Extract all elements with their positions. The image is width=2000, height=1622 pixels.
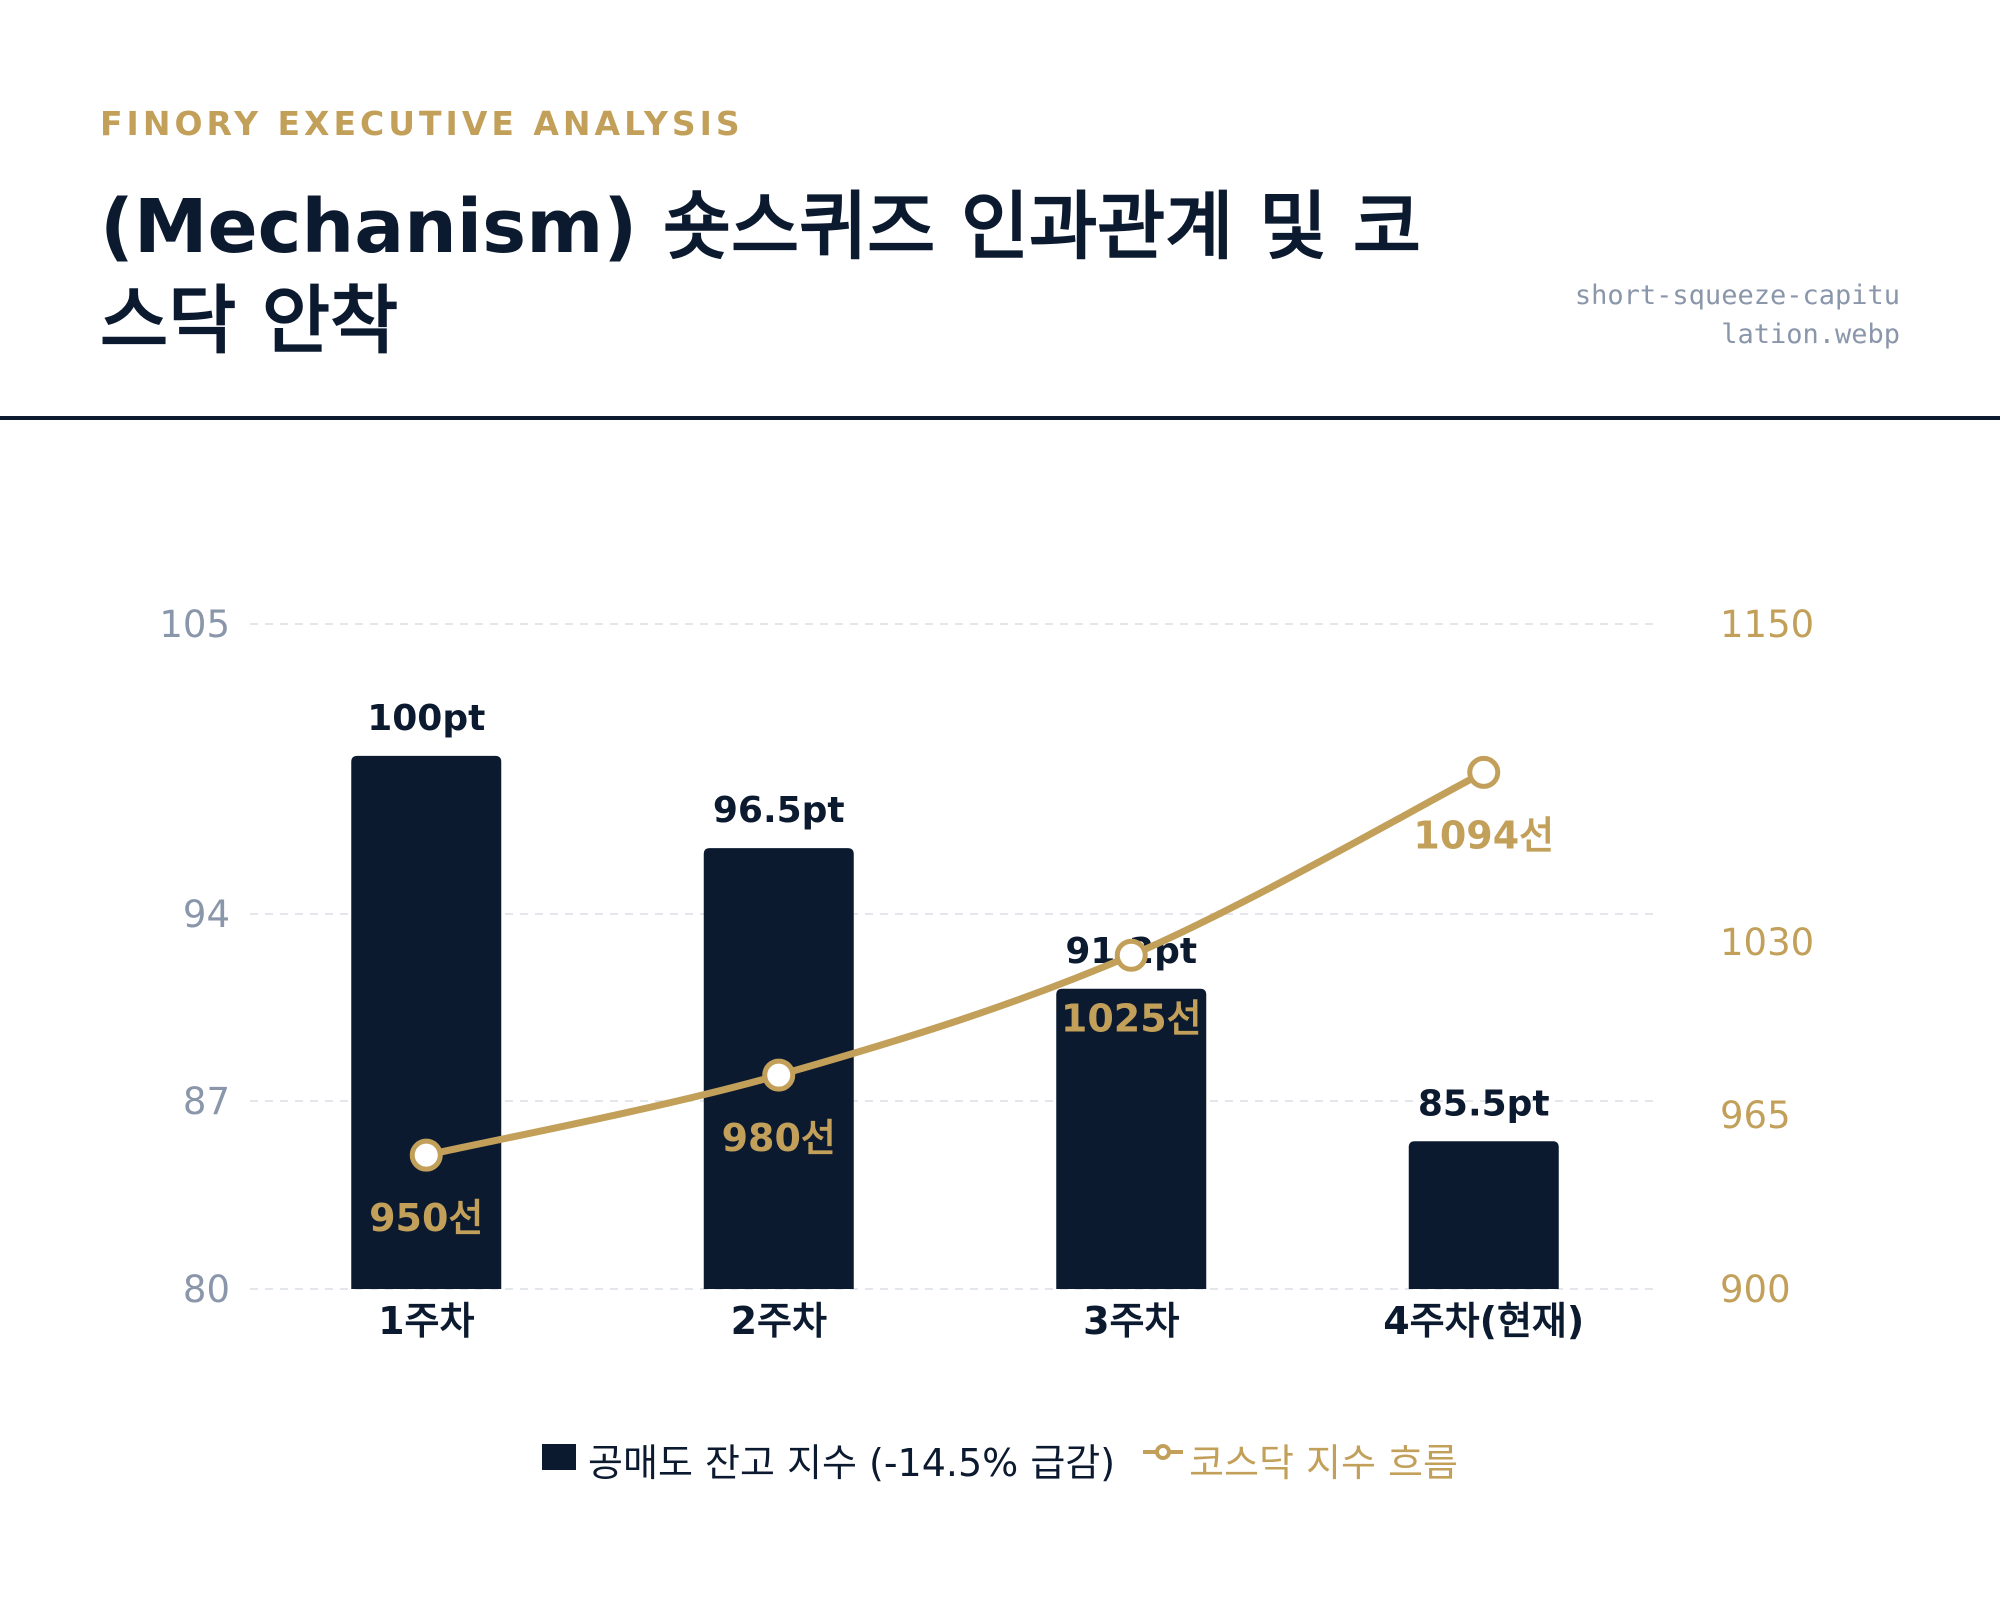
right-axis-tick-label: 965 [1720,1094,1791,1137]
line-point [409,1138,443,1172]
left-axis-tick-label: 105 [159,603,230,646]
x-axis-tick-label: 4주차(현재) [1383,1299,1584,1343]
series-line [422,768,1488,1159]
line-value-label: 950선 [369,1196,483,1240]
left-axis-tick-label: 87 [183,1080,230,1123]
bar-value-label: 100pt [367,698,485,739]
chart-legend: 공매도 잔고 지수 (-14.5% 급감) 코스닥 지수 흐름 [0,1432,2000,1487]
eyebrow-label: FINORY EXECUTIVE ANALYSIS [100,104,744,143]
x-axis-tick-label: 2주차 [731,1299,827,1343]
bar [1056,988,1207,1289]
legend-line-label: 코스닥 지수 흐름 [1189,1441,1458,1485]
left-axis-tick-label: 94 [183,893,230,936]
line-value-label: 980선 [722,1116,836,1160]
file-name: short-squeeze-capitulation.webp [1574,280,1900,350]
legend-item-line[interactable]: 코스닥 지수 흐름 [1143,1432,1458,1487]
legend-bar-label: 공매도 잔고 지수 (-14.5% 급감) [588,1441,1116,1485]
line-value-label: 1025선 [1061,996,1202,1040]
right-axis-tick-label: 1150 [1720,603,1814,646]
legend-bar-swatch [542,1443,577,1470]
legend-item-bar[interactable]: 공매도 잔고 지수 (-14.5% 급감) [542,1432,1115,1487]
legend-line-swatch [1143,1443,1184,1460]
header-divider [0,416,2000,420]
page-title: (Mechanism) 숏스퀴즈 인과관계 및 코스닥 안착 [100,184,1421,364]
line-point [762,1058,796,1092]
line-value-label: 1094선 [1413,813,1554,857]
x-axis-tick-label: 1주차 [378,1299,474,1343]
right-axis-tick-label: 900 [1720,1268,1791,1311]
right-axis-tick-label: 1030 [1720,921,1814,964]
x-axis-tick-label: 3주차 [1083,1299,1179,1343]
bar-value-label: 96.5pt [713,790,845,831]
line-point [1467,755,1501,789]
bar [351,755,502,1289]
line-point [1114,938,1148,972]
bar-value-label: 85.5pt [1418,1083,1550,1124]
bar [1408,1141,1559,1289]
left-axis-tick-label: 80 [183,1268,230,1311]
